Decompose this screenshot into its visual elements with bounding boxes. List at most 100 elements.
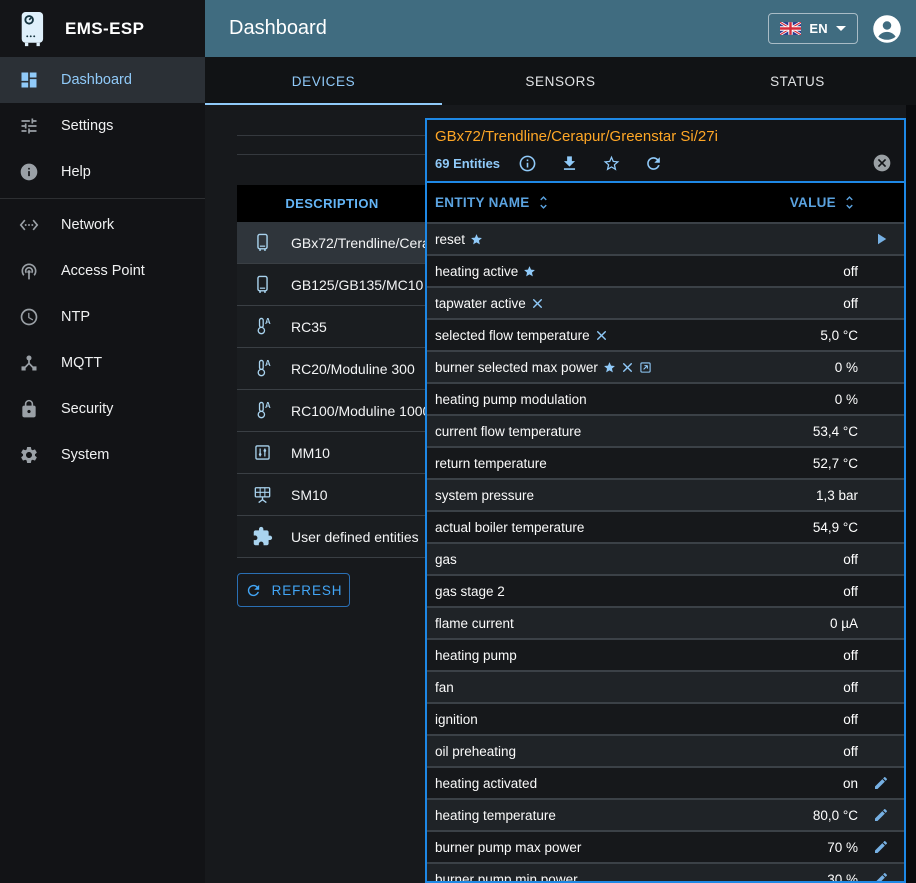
device-name: GB125/GB135/MC10 [291,276,424,293]
info-outline-icon[interactable] [518,154,537,173]
entity-row: actual boiler temperature 54,9 °C [427,510,904,542]
entity-name: actual boiler temperature [435,519,585,535]
entity-value: 30 % [827,871,858,883]
download-icon[interactable] [560,154,579,173]
device-name: RC100/Moduline 1000 [291,402,427,419]
svg-text:A: A [265,359,271,368]
entity-row: tapwater active off [427,286,904,318]
tab-status[interactable]: STATUS [770,73,825,89]
entity-row: gas off [427,542,904,574]
sidebar-divider [0,198,205,199]
entity-panel-toolbar: 69 Entities [435,153,896,173]
sidebar-item-label: System [61,447,110,463]
refresh-icon [245,582,262,599]
entity-name: heating activated [435,775,538,791]
puzzle-icon [252,526,273,547]
sidebar-item-ntp[interactable]: NTP [0,294,205,340]
hub-icon [19,353,39,373]
mixer-icon [252,442,273,463]
star-icon [470,233,483,246]
refresh-icon[interactable] [644,154,663,173]
tab-sensors[interactable]: SENSORS [525,73,596,89]
language-code: EN [809,21,828,36]
device-row[interactable]: A RC100/Moduline 1000 [237,390,427,432]
entity-name-column-label: ENTITY NAME [435,195,530,210]
edit-icon[interactable] [873,775,889,791]
sidebar-item-network[interactable]: Network [0,202,205,248]
entity-row[interactable]: reset [427,222,904,254]
entity-row[interactable]: burner pump max power 70 % [427,830,904,862]
sidebar-item-label: Security [61,401,114,417]
entity-value: off [843,647,858,663]
entity-value: 0 % [834,359,858,375]
entity-row[interactable]: heating temperature 80,0 °C [427,798,904,830]
device-table: DESCRIPTION GBx72/Trendline/Cerapur/Gree… [237,185,427,558]
sort-icon [841,194,858,211]
sidebar-item-system[interactable]: System [0,432,205,478]
edit-icon[interactable] [873,807,889,823]
entity-rows: reset heating active off tapwater active off… [427,222,904,883]
sidebar-item-help[interactable]: Help [0,149,205,195]
tab-devices[interactable]: DEVICES [205,57,442,105]
device-row[interactable]: A RC35 [237,306,427,348]
entity-action-cell [858,230,904,248]
entity-value: 52,7 °C [812,455,858,471]
device-row[interactable]: MM10 [237,432,427,474]
sidebar-item-dashboard[interactable]: Dashboard [0,57,205,103]
entity-value: 0 % [834,391,858,407]
play-icon[interactable] [872,230,890,248]
entity-value: 80,0 °C [812,807,858,823]
device-row[interactable]: SM10 [237,474,427,516]
sidebar-item-security[interactable]: Security [0,386,205,432]
device-row[interactable]: User defined entities [237,516,427,558]
sidebar-item-access-point[interactable]: Access Point [0,248,205,294]
entity-action-cell [858,775,904,791]
entity-value: off [843,551,858,567]
entity-value: off [843,295,858,311]
solar-icon [252,484,273,505]
account-icon[interactable] [872,14,902,44]
device-row[interactable]: GB125/GB135/MC10 [237,264,427,306]
divider [237,154,427,155]
info-icon [19,162,39,182]
clock-icon [19,307,39,327]
device-title: GBx72/Trendline/Cerapur/Greenstar Si/27i [435,128,718,145]
entities-count: 69 Entities [435,155,501,171]
ethernet-icon [19,215,39,235]
entity-panel-header: GBx72/Trendline/Cerapur/Greenstar Si/27i… [427,120,904,183]
device-row[interactable]: GBx72/Trendline/Cerapur/Greenstar Si/27i [237,222,427,264]
uk-flag-icon [780,22,802,35]
entity-value: 1,3 bar [815,487,858,503]
entity-row[interactable]: burner pump min power 30 % [427,862,904,883]
star-icon [523,265,536,278]
device-name: SM10 [291,486,328,503]
entity-row: flame current 0 µA [427,606,904,638]
language-selector[interactable]: EN [768,13,858,44]
svg-text:A: A [265,401,271,410]
sidebar-item-settings[interactable]: Settings [0,103,205,149]
entity-row: heating active off [427,254,904,286]
refresh-button[interactable]: REFRESH [237,573,350,607]
entity-name: current flow temperature [435,423,582,439]
entity-name: burner pump min power [435,871,578,883]
close-icon[interactable] [872,153,892,173]
entity-name: system pressure [435,487,535,503]
entity-name: reset [435,232,483,247]
content: DESCRIPTION GBx72/Trendline/Cerapur/Gree… [205,105,906,883]
sort-entity-name[interactable]: ENTITY NAME [435,194,552,211]
entity-row[interactable]: heating activated on [427,766,904,798]
device-row[interactable]: A RC20/Moduline 300 [237,348,427,390]
sidebar-item-mqtt[interactable]: MQTT [0,340,205,386]
divider [237,135,427,136]
star-outline-icon[interactable] [602,154,621,173]
sidebar-item-label: Network [61,217,115,233]
entity-name: ignition [435,711,478,727]
entity-row: return temperature 52,7 °C [427,446,904,478]
sort-value[interactable]: VALUE [790,194,858,211]
boiler-logo-icon [13,10,51,48]
sidebar-item-label: NTP [61,309,90,325]
edit-icon[interactable] [873,839,889,855]
entity-name: return temperature [435,455,547,471]
edit-icon[interactable] [873,871,889,881]
construction-icon [531,297,544,310]
